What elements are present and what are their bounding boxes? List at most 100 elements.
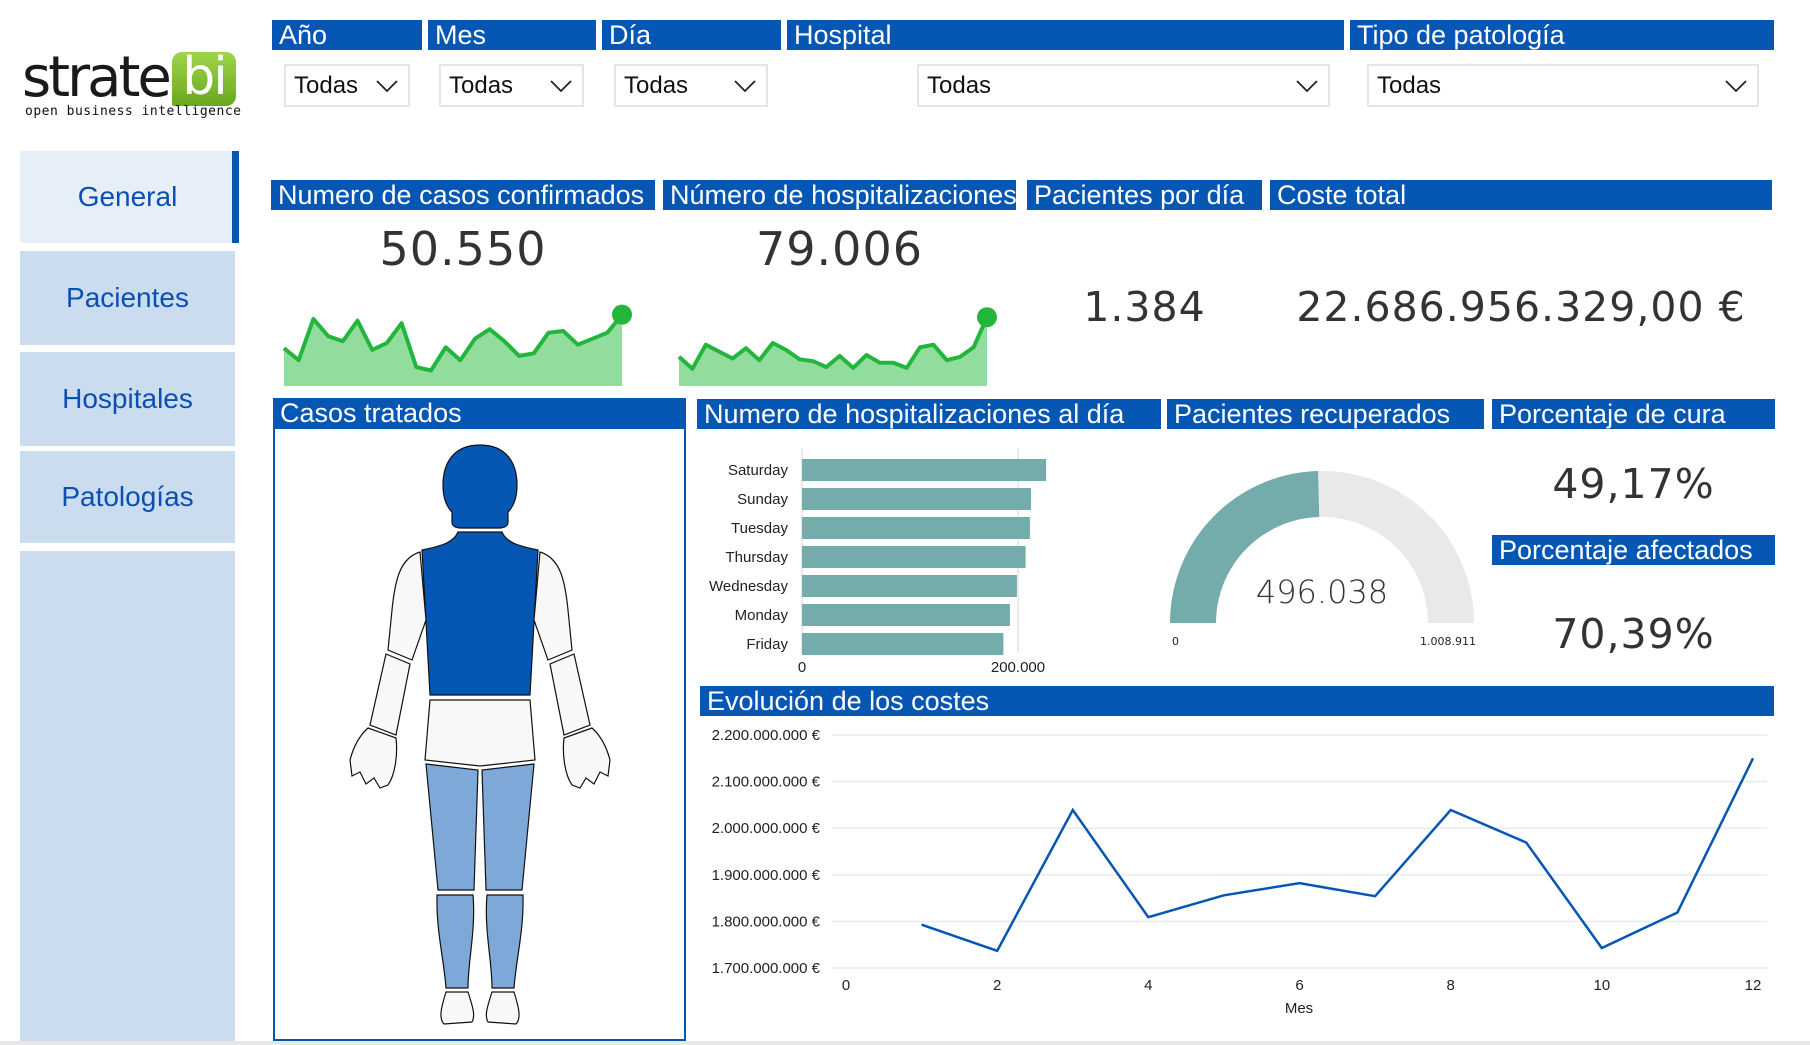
kpi-pacientes-dia-header: Pacientes por día	[1027, 180, 1262, 210]
x-tick-label: 12	[1745, 977, 1762, 994]
kpi-coste-header: Coste total	[1270, 180, 1772, 210]
body-part-left-hand[interactable]	[349, 727, 398, 789]
body-part-right-hand[interactable]	[562, 727, 611, 789]
chevron-down-icon	[376, 79, 398, 92]
filter-label-hospital: Hospital	[787, 20, 1344, 50]
sparkline-area	[284, 314, 622, 386]
sparkline-line	[282, 313, 624, 373]
filter-mes-dropdown[interactable]: Todas	[439, 64, 584, 107]
filter-hospital-dropdown[interactable]: Todas	[917, 64, 1330, 107]
filter-label-ano: Año	[272, 20, 422, 50]
y-tick-label: 1.700.000.000 €	[712, 960, 821, 977]
chevron-down-icon	[1725, 79, 1747, 92]
kpi-cura-value: 49,17%	[1552, 460, 1715, 508]
bar-monday	[802, 604, 1010, 626]
cost-series-line	[921, 757, 1755, 953]
sidebar-item-label: General	[77, 181, 178, 212]
sidebar-item-hospitales[interactable]: Hospitales	[20, 352, 235, 446]
bar-label: Sunday	[737, 491, 788, 508]
body-part-hips[interactable]	[424, 699, 536, 767]
dropdown-value: Todas	[927, 71, 992, 99]
body-part-left-lower-leg[interactable]	[436, 894, 475, 989]
x-tick-label: 10	[1593, 977, 1610, 994]
bar-label: Saturday	[728, 462, 789, 479]
y-tick-label: 1.800.000.000 €	[712, 913, 821, 930]
kpi-afectados-value: 70,39%	[1552, 610, 1715, 658]
chevron-down-icon	[1296, 79, 1318, 92]
line-chart-header: Evolución de los costes	[700, 686, 1774, 716]
bar-wednesday	[802, 575, 1017, 597]
sidebar-item-pacientes[interactable]: Pacientes	[20, 251, 235, 345]
kpi-pacientes-dia-value: 1.384	[1083, 283, 1206, 331]
x-tick-label: 0	[842, 977, 850, 994]
filter-tipo-patologia-dropdown[interactable]: Todas	[1367, 64, 1759, 107]
dropdown-value: Todas	[449, 71, 514, 99]
kpi-casos-header: Numero de casos confirmados	[271, 180, 655, 210]
bar-saturday	[802, 459, 1047, 481]
body-part-right-upper-arm[interactable]	[533, 551, 573, 661]
bar-tuesday	[802, 517, 1030, 539]
bar-chart-header: Numero de hospitalizaciones al día	[697, 399, 1161, 429]
x-tick-label: 4	[1144, 977, 1152, 994]
body-part-left-thigh[interactable]	[425, 763, 479, 891]
body-part-left-forearm[interactable]	[369, 653, 411, 736]
line-chart-evolucion-costes: 1.700.000.000 € 1.800.000.000 € 1.900.000.…	[712, 727, 1767, 1017]
gauge-max-label: 1.008.911	[1420, 635, 1476, 648]
bar-sunday	[802, 488, 1031, 510]
body-part-left-upper-arm[interactable]	[387, 551, 427, 661]
kpi-casos-value: 50.550	[379, 222, 547, 276]
sparkline-end-marker	[612, 304, 632, 325]
kpi-hospitalizaciones-header: Número de hospitalizaciones	[663, 180, 1016, 210]
stratebi-logo: strate bi open business intelligence	[22, 45, 241, 120]
logo-bi-badge: bi	[172, 51, 236, 106]
body-part-right-forearm[interactable]	[549, 653, 591, 736]
filter-label-tipo-patologia: Tipo de patología	[1350, 20, 1774, 50]
bar-label: Friday	[746, 636, 788, 653]
dropdown-value: Todas	[1377, 71, 1442, 99]
gauge-header: Pacientes recuperados	[1167, 399, 1484, 429]
bar-friday	[802, 633, 1004, 655]
gauge-fill	[1170, 471, 1320, 623]
body-part-right-foot[interactable]	[485, 991, 520, 1025]
sparkline-area	[679, 317, 987, 386]
body-part-right-lower-leg[interactable]	[485, 894, 524, 989]
kpi-cura-header: Porcentaje de cura	[1492, 399, 1775, 429]
body-part-right-thigh[interactable]	[481, 763, 535, 891]
filter-label-dia: Día	[602, 20, 781, 50]
body-part-torso[interactable]	[421, 531, 539, 696]
x-tick-label: 2	[993, 977, 1001, 994]
x-tick-label: 8	[1446, 977, 1454, 994]
casos-tratados-header: Casos tratados	[273, 398, 686, 429]
filter-dia-dropdown[interactable]: Todas	[614, 64, 768, 107]
y-tick-label: 1.900.000.000 €	[712, 867, 821, 884]
logo-wordmark: strate	[22, 45, 172, 110]
body-part-head[interactable]	[442, 444, 518, 529]
logo-tagline: open business intelligence	[25, 104, 242, 119]
y-tick-label: 2.200.000.000 €	[712, 727, 821, 744]
dropdown-value: Todas	[624, 71, 689, 99]
body-part-left-foot[interactable]	[440, 991, 475, 1025]
x-tick-label: 0	[798, 659, 806, 676]
chevron-down-icon	[550, 79, 572, 92]
sidebar-item-general[interactable]: General	[20, 151, 235, 243]
bar-thursday	[802, 546, 1026, 568]
sidebar-filler	[20, 551, 235, 1041]
filter-ano-dropdown[interactable]: Todas	[284, 64, 410, 107]
gauge-min-label: 0	[1172, 635, 1179, 648]
sidebar-item-label: Patologías	[61, 481, 194, 512]
sidebar-item-label: Hospitales	[62, 383, 193, 414]
bar-label: Monday	[735, 607, 789, 624]
casos-tratados-panel	[273, 429, 686, 1041]
bar-label: Tuesday	[731, 520, 788, 537]
y-tick-label: 2.100.000.000 €	[712, 774, 821, 791]
sidebar-item-label: Pacientes	[66, 282, 189, 313]
filter-label-mes: Mes	[428, 20, 596, 50]
body-map	[349, 444, 611, 1025]
sparkline-end-marker	[977, 307, 997, 328]
bar-label: Wednesday	[709, 578, 788, 595]
sidebar-item-patologias[interactable]: Patologías	[20, 451, 235, 543]
gauge-value: 496.038	[1256, 573, 1388, 611]
chevron-down-icon	[734, 79, 756, 92]
x-tick-label: 200.000	[991, 659, 1045, 676]
kpi-hospitalizaciones-value: 79.006	[756, 222, 923, 276]
